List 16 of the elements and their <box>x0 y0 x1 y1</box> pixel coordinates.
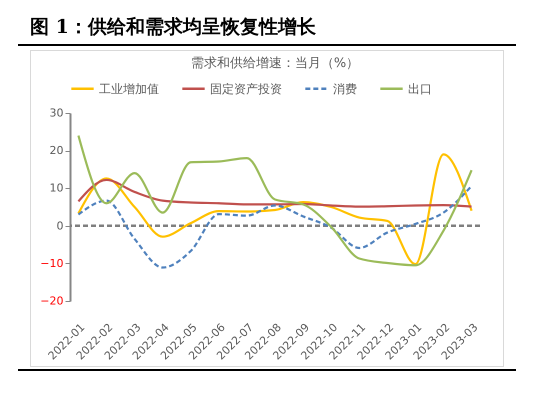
line-series <box>77 153 473 266</box>
y-tick-label: −20 <box>40 294 64 308</box>
y-tick-label: −10 <box>40 256 64 270</box>
chart-subtitle: 需求和供给增速：当月（%） <box>190 56 360 71</box>
line-series <box>77 134 473 266</box>
y-tick-label: 10 <box>50 182 64 195</box>
legend-label: 固定资产投资 <box>210 82 282 96</box>
y-tick-label: 20 <box>50 144 64 158</box>
y-tick-label: 0 <box>56 219 64 232</box>
legend-label: 工业增加值 <box>99 82 159 96</box>
legend-label: 消费 <box>333 82 357 96</box>
chart-title: 图 1：供给和需求均呈恢复性增长 <box>18 14 516 46</box>
legend-label: 出口 <box>408 82 432 96</box>
line-series <box>77 184 473 269</box>
line-series <box>77 178 473 208</box>
y-tick-label: 30 <box>50 106 64 120</box>
